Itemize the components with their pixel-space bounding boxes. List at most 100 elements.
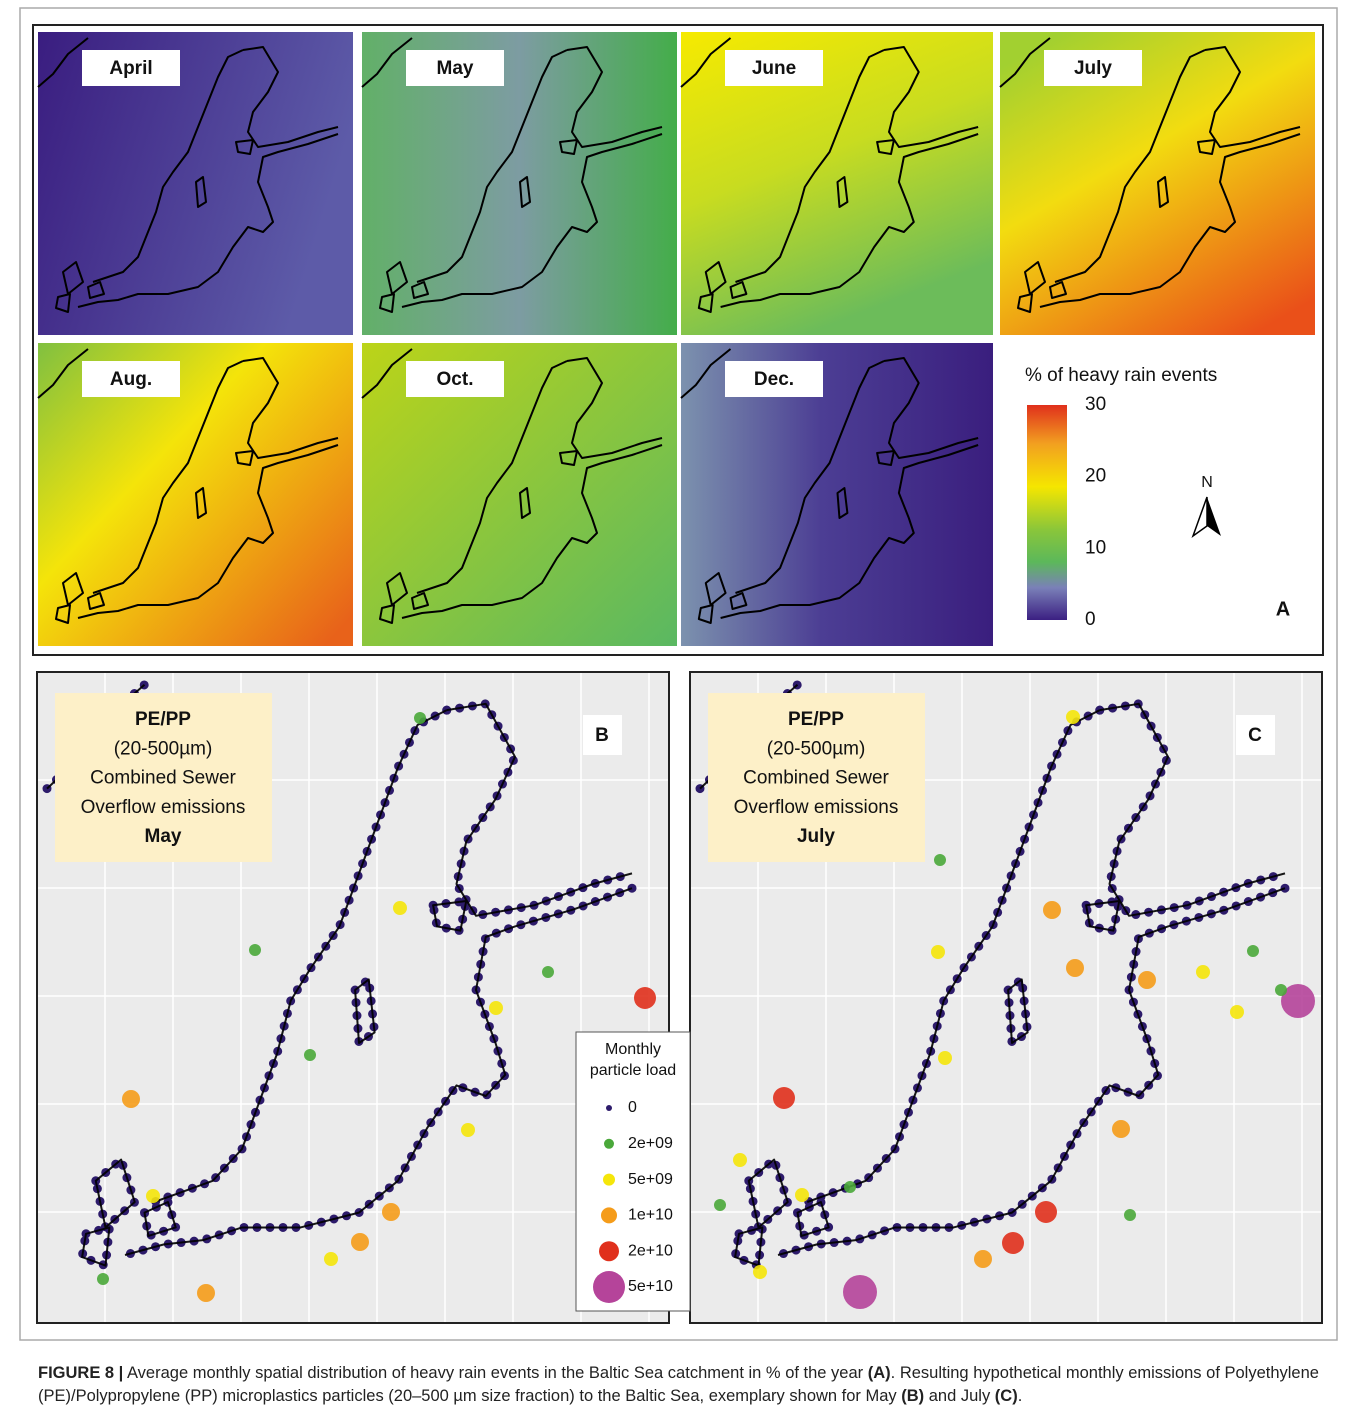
- legend-marker: [601, 1207, 617, 1223]
- month-label: June: [752, 58, 796, 79]
- legend-label: 2e+10: [628, 1242, 673, 1259]
- figure: April May June July Aug. Oct. Dec. % of heavy …: [0, 0, 1357, 1413]
- emission-point: [753, 1265, 767, 1279]
- colorbar-tick-label: 20: [1085, 466, 1106, 487]
- emission-point: [393, 901, 407, 915]
- colorbar-tick-label: 30: [1085, 394, 1106, 415]
- info-line: Overflow emissions: [81, 797, 246, 818]
- colorbar-title: % of heavy rain events: [1025, 365, 1217, 386]
- panel-label: C: [1248, 725, 1262, 746]
- panel-label: B: [595, 725, 609, 746]
- info-line: Combined Sewer: [90, 768, 236, 789]
- panel-label: A: [1276, 598, 1290, 620]
- emission-point: [634, 987, 656, 1009]
- caption-text: .: [1018, 1387, 1023, 1405]
- caption-text: and July: [924, 1387, 995, 1405]
- panel-c: PE/PP (20-500µm) Combined Sewer Overflow em…: [690, 672, 1322, 1323]
- month-map: Oct.: [362, 343, 677, 646]
- emission-point: [974, 1250, 992, 1268]
- month-map: Dec.: [681, 343, 993, 646]
- legend-label: 5e+09: [628, 1171, 673, 1188]
- emission-point: [733, 1153, 747, 1167]
- emission-point: [1066, 959, 1084, 977]
- caption-text: (A): [868, 1364, 891, 1382]
- caption-text: Average monthly spatial distribution of …: [123, 1364, 867, 1382]
- emission-point: [122, 1090, 140, 1108]
- legend-marker: [593, 1271, 625, 1303]
- colorbar: [1027, 405, 1067, 620]
- month-label: Oct.: [437, 369, 474, 390]
- emission-point: [146, 1189, 160, 1203]
- caption-text: (B): [901, 1387, 924, 1405]
- emission-point: [542, 966, 554, 978]
- page: Figure 8 body { margin: 0; width: 1357px…: [0, 0, 1357, 1413]
- emission-point: [1066, 710, 1080, 724]
- month-label: April: [109, 58, 152, 79]
- emission-point: [844, 1181, 856, 1193]
- emission-point: [461, 1123, 475, 1137]
- colorbar-tick-label: 10: [1085, 537, 1106, 558]
- info-line: May: [145, 826, 182, 847]
- info-line: PE/PP: [788, 709, 844, 730]
- caption: FIGURE 8 | Average monthly spatial distr…: [38, 1362, 1328, 1408]
- month-label: Aug.: [110, 369, 152, 390]
- emission-point: [934, 854, 946, 866]
- emission-point: [938, 1051, 952, 1065]
- month-map: April: [38, 32, 353, 335]
- emission-point: [1035, 1201, 1057, 1223]
- month-label: Dec.: [754, 369, 794, 390]
- emission-point: [414, 712, 426, 724]
- page-body: { "panel_a": { "months": ["April", "May"…: [0, 0, 1357, 1413]
- north-label: N: [1201, 474, 1213, 491]
- info-line: (20-500µm): [767, 738, 866, 759]
- legend-marker: [604, 1139, 614, 1149]
- month-label: May: [437, 58, 474, 79]
- info-line: Overflow emissions: [734, 797, 899, 818]
- emission-point: [1043, 901, 1061, 919]
- month-map: May: [362, 32, 677, 335]
- emission-point: [197, 1284, 215, 1302]
- emission-point: [489, 1001, 503, 1015]
- legend-label: 1e+10: [628, 1207, 673, 1224]
- emission-point: [382, 1203, 400, 1221]
- emission-point: [1275, 984, 1287, 996]
- month-map: July: [1000, 32, 1315, 335]
- emission-point: [324, 1252, 338, 1266]
- legend-label: 0: [628, 1099, 637, 1116]
- legend-title: particle load: [590, 1062, 676, 1079]
- emission-point: [1124, 1209, 1136, 1221]
- legend-marker: [603, 1174, 615, 1186]
- panel-b: PE/PP (20-500µm) Combined Sewer Overflow em…: [37, 672, 669, 1323]
- emission-point: [1112, 1120, 1130, 1138]
- month-map: June: [681, 32, 993, 335]
- month-map: Aug.: [38, 343, 353, 646]
- emission-point: [304, 1049, 316, 1061]
- legend-title: Monthly: [605, 1041, 661, 1058]
- info-line: Combined Sewer: [743, 768, 889, 789]
- caption-text: FIGURE 8 |: [38, 1364, 123, 1382]
- colorbar-tick-label: 0: [1085, 609, 1096, 630]
- emission-point: [714, 1199, 726, 1211]
- emission-point: [97, 1273, 109, 1285]
- info-line: July: [797, 826, 835, 847]
- emission-point: [1247, 945, 1259, 957]
- emission-point: [773, 1087, 795, 1109]
- emission-point: [351, 1233, 369, 1251]
- emission-point: [1196, 965, 1210, 979]
- legend-label: 5e+10: [628, 1278, 673, 1295]
- info-line: (20-500µm): [114, 738, 213, 759]
- emission-point: [249, 944, 261, 956]
- particle-legend: Monthly particle load 0 2e+09 5e+09 1e+10 2e…: [576, 1032, 690, 1311]
- legend-label: 2e+09: [628, 1135, 673, 1152]
- emission-point: [795, 1188, 809, 1202]
- emission-point: [1138, 971, 1156, 989]
- legend-marker: [606, 1105, 612, 1111]
- emission-point: [843, 1275, 877, 1309]
- month-label: July: [1074, 58, 1112, 79]
- emission-point: [1002, 1232, 1024, 1254]
- info-line: PE/PP: [135, 709, 191, 730]
- caption-text: (C): [995, 1387, 1018, 1405]
- emission-point: [1230, 1005, 1244, 1019]
- emission-point: [931, 945, 945, 959]
- legend-marker: [599, 1241, 619, 1261]
